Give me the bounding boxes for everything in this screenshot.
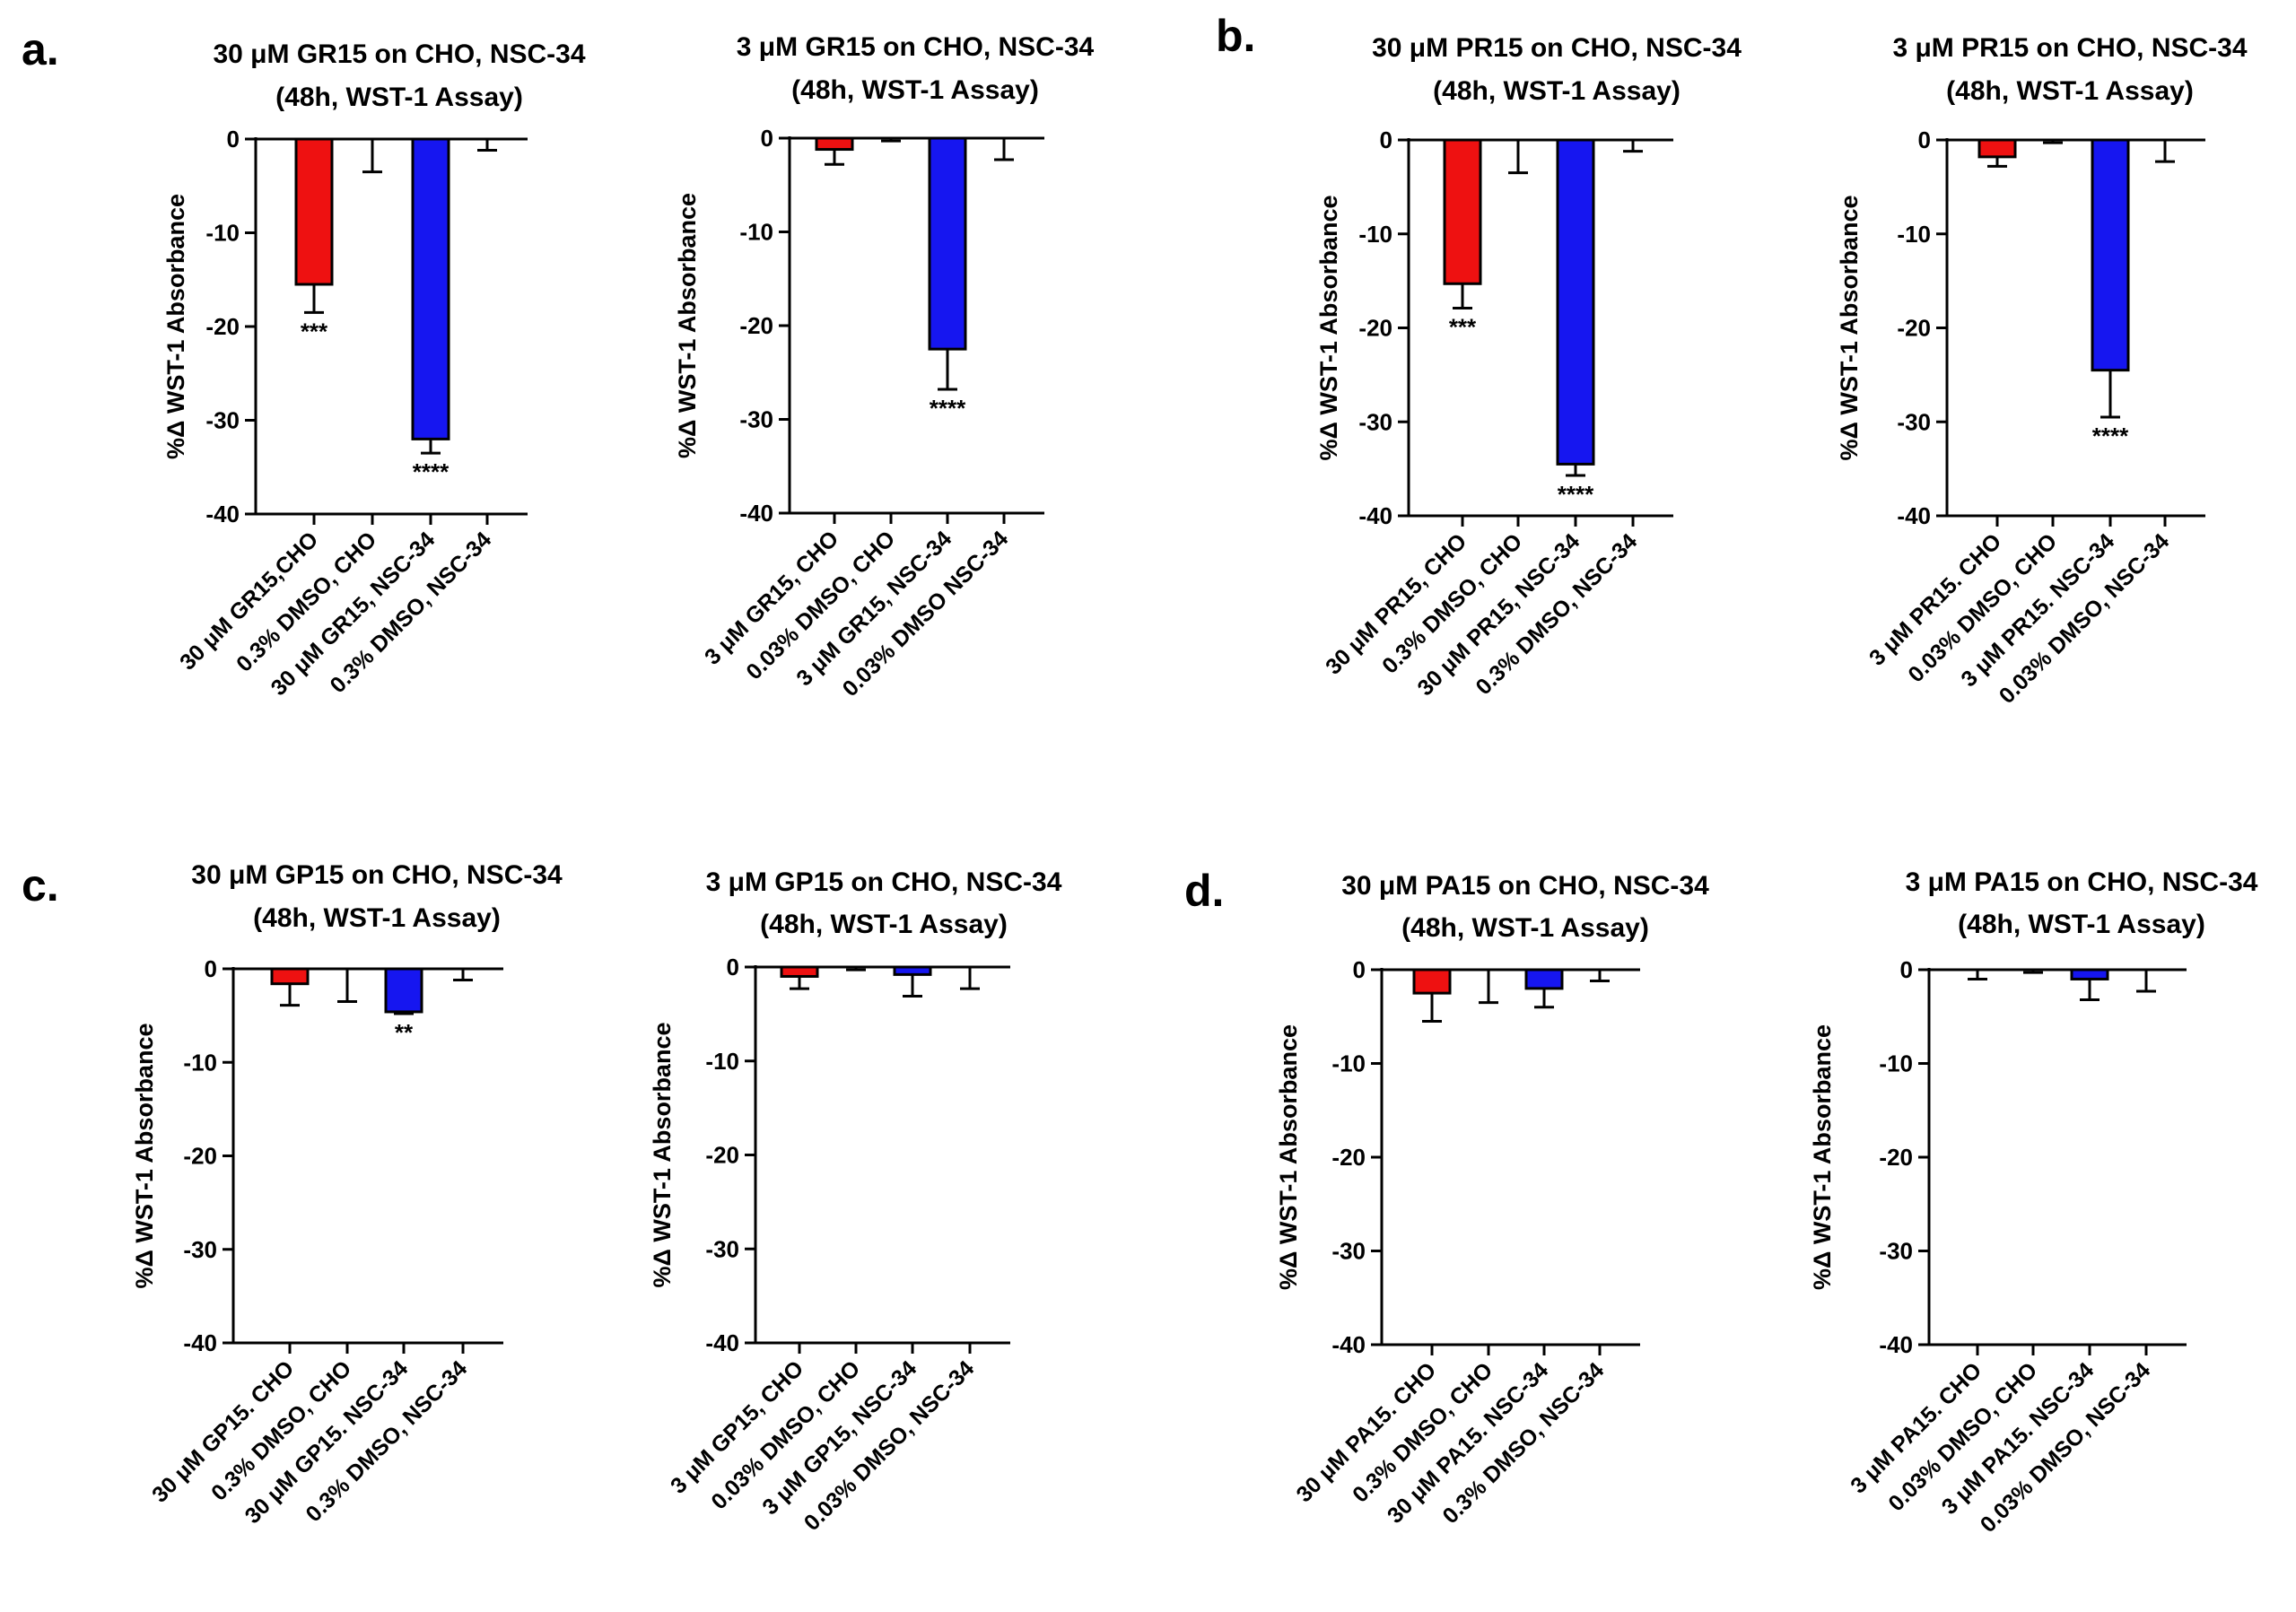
y-tick-label: -30 [705, 1235, 739, 1262]
chart-1: 30 μM GR15 on CHO, NSC-34 (48h, WST-1 Ass… [162, 39, 586, 701]
y-tick-label: -20 [739, 312, 773, 339]
bar-1 [1977, 138, 2017, 159]
chart-subtitle: (48h, WST-1 Assay) [1401, 913, 1649, 943]
chart-title: 3 μM PR15 on CHO, NSC-34 [1892, 33, 2247, 63]
y-tick-label: -40 [1358, 502, 1392, 529]
y-tick-label: -40 [183, 1329, 217, 1356]
y-tick-label: -10 [1331, 1050, 1366, 1077]
y-tick-label: -30 [205, 407, 240, 434]
chart-7: 30 μM PA15 on CHO, NSC-34 (48h, WST-1 Ass… [1275, 871, 1709, 1529]
chart-subtitle: (48h, WST-1 Assay) [760, 910, 1008, 939]
chart-title: 30 μM PA15 on CHO, NSC-34 [1341, 871, 1709, 901]
significance-label-1: *** [301, 318, 328, 344]
chart-title: 3 μM PA15 on CHO, NSC-34 [1906, 867, 2258, 897]
y-axis-label: %Δ WST-1 Absorbance [131, 1024, 158, 1289]
y-tick-label: -40 [1331, 1331, 1366, 1358]
y-tick-label: 0 [205, 955, 217, 982]
panel-letter-b: b. [1216, 11, 1255, 61]
y-tick-label: -20 [1897, 315, 1931, 342]
chart-title: 30 μM GP15 on CHO, NSC-34 [191, 860, 563, 890]
bar-1 [1443, 138, 1482, 285]
bar-3 [928, 136, 967, 351]
y-tick-label: -10 [739, 219, 773, 246]
y-tick-label: -10 [183, 1049, 217, 1076]
chart-subtitle: (48h, WST-1 Assay) [791, 75, 1039, 105]
chart-title: 30 μM PR15 on CHO, NSC-34 [1372, 33, 1742, 63]
significance-label-1: *** [1449, 314, 1477, 341]
y-tick-label: -30 [1897, 408, 1931, 435]
y-tick-label: -30 [1358, 408, 1392, 435]
y-axis-label: %Δ WST-1 Absorbance [1836, 196, 1863, 461]
y-tick-label: -10 [705, 1048, 739, 1075]
chart-8: 3 μM PA15 on CHO, NSC-34 (48h, WST-1 Assa… [1809, 867, 2258, 1538]
y-axis-label: %Δ WST-1 Absorbance [1315, 196, 1342, 461]
y-tick-label: -30 [739, 406, 773, 433]
chart-title: 3 μM GR15 on CHO, NSC-34 [737, 32, 1095, 62]
chart-title: 30 μM GR15 on CHO, NSC-34 [213, 39, 585, 69]
bar-3 [2091, 138, 2130, 372]
chart-4: 3 μM PR15 on CHO, NSC-34 (48h, WST-1 Assa… [1836, 33, 2248, 709]
significance-label-3: **** [930, 395, 966, 422]
y-tick-label: -10 [1358, 221, 1392, 248]
chart-subtitle: (48h, WST-1 Assay) [275, 83, 523, 112]
bar-3 [384, 967, 423, 1014]
chart-3: 30 μM PR15 on CHO, NSC-34 (48h, WST-1 Ass… [1315, 33, 1742, 701]
y-tick-label: 0 [227, 126, 240, 152]
charts-group: 30 μM GR15 on CHO, NSC-34 (48h, WST-1 Ass… [131, 32, 2258, 1538]
y-tick-label: -40 [739, 500, 773, 527]
y-tick-label: -20 [1331, 1144, 1366, 1171]
bar-1 [1412, 968, 1452, 995]
y-axis-label: %Δ WST-1 Absorbance [1275, 1024, 1302, 1290]
chart-6: 3 μM GP15 on CHO, NSC-34 (48h, WST-1 Assa… [649, 867, 1062, 1536]
y-axis-label: %Δ WST-1 Absorbance [674, 193, 701, 458]
y-axis-label: %Δ WST-1 Absorbance [649, 1023, 676, 1288]
y-tick-label: -40 [1879, 1331, 1913, 1358]
y-tick-label: 0 [1353, 956, 1366, 983]
y-tick-label: -10 [205, 220, 240, 247]
y-tick-label: -40 [705, 1329, 739, 1356]
chart-subtitle: (48h, WST-1 Assay) [1958, 910, 2205, 939]
panel-letter-c: c. [22, 860, 59, 911]
chart-subtitle: (48h, WST-1 Assay) [1946, 76, 2194, 106]
panel-letter-a: a. [22, 24, 59, 74]
bar-3 [2070, 968, 2109, 980]
bar-1 [270, 967, 310, 986]
y-tick-label: 0 [1918, 126, 1931, 153]
y-tick-label: -30 [1879, 1238, 1913, 1265]
bar-3 [1524, 968, 1564, 990]
bar-3 [411, 137, 450, 440]
significance-label-3: **** [1558, 481, 1594, 508]
y-tick-label: 0 [761, 125, 773, 152]
significance-label-3: ** [395, 1019, 414, 1046]
y-tick-label: -10 [1897, 221, 1931, 248]
chart-subtitle: (48h, WST-1 Assay) [253, 903, 501, 933]
panel-letter-d: d. [1184, 866, 1224, 916]
y-tick-label: -20 [183, 1143, 217, 1170]
bar-1 [815, 136, 854, 152]
bar-3 [1556, 138, 1595, 466]
y-tick-label: 0 [727, 954, 739, 980]
chart-subtitle: (48h, WST-1 Assay) [1433, 76, 1681, 106]
y-tick-label: -40 [1897, 502, 1931, 529]
bar-1 [780, 965, 819, 978]
chart-title: 3 μM GP15 on CHO, NSC-34 [706, 867, 1062, 897]
y-tick-label: -20 [705, 1142, 739, 1169]
chart-2: 3 μM GR15 on CHO, NSC-34 (48h, WST-1 Assa… [674, 32, 1095, 701]
significance-label-3: **** [2092, 423, 2129, 449]
y-tick-label: 0 [1900, 956, 1913, 983]
y-axis-label: %Δ WST-1 Absorbance [1809, 1024, 1836, 1290]
y-axis-label: %Δ WST-1 Absorbance [162, 194, 189, 459]
y-tick-label: -20 [205, 313, 240, 340]
y-tick-label: -30 [183, 1236, 217, 1263]
y-tick-label: -40 [205, 501, 240, 527]
y-tick-label: -20 [1879, 1144, 1913, 1171]
y-tick-label: -20 [1358, 315, 1392, 342]
y-tick-label: -10 [1879, 1050, 1913, 1077]
chart-5: 30 μM GP15 on CHO, NSC-34 (48h, WST-1 Ass… [131, 860, 563, 1529]
significance-label-3: **** [413, 458, 450, 485]
y-tick-label: -30 [1331, 1238, 1366, 1265]
y-tick-label: 0 [1380, 126, 1392, 153]
bar-1 [294, 137, 334, 286]
